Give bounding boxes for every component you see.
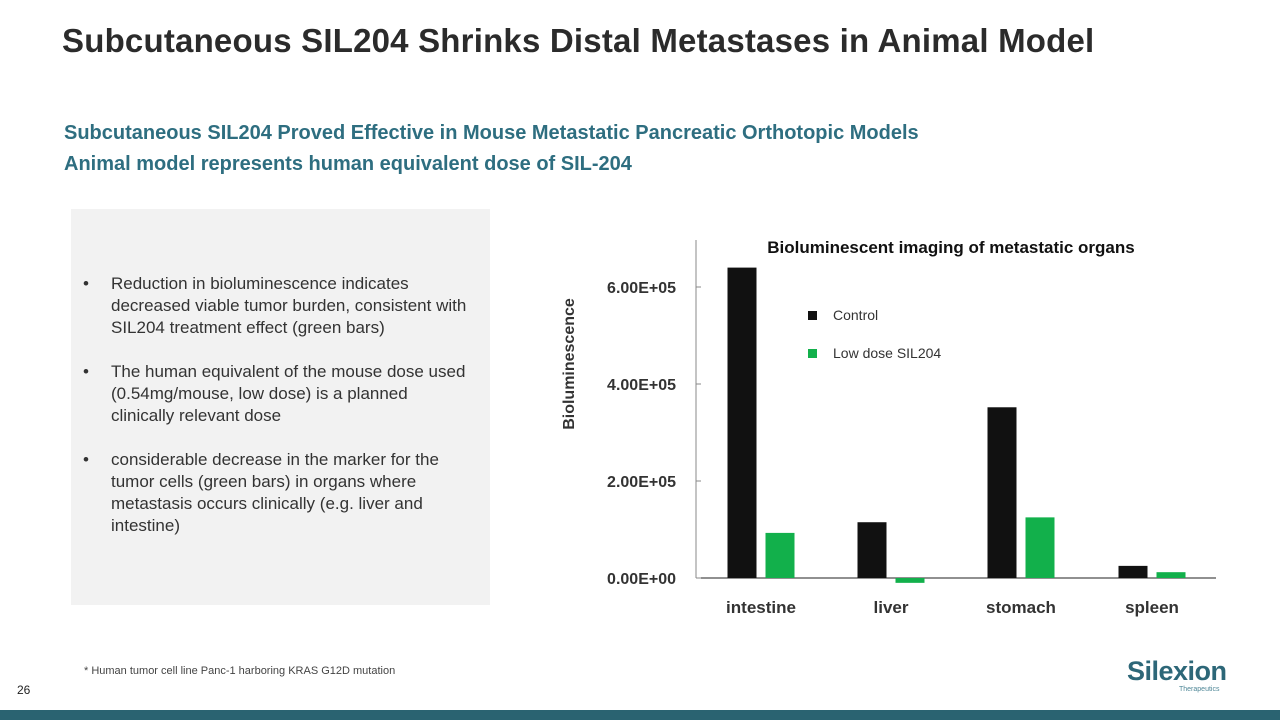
legend-swatch <box>808 311 817 320</box>
legend-swatch <box>808 349 817 358</box>
subtitle-primary: Subcutaneous SIL204 Proved Effective in … <box>64 122 919 144</box>
bar-control-intestine <box>727 267 757 578</box>
company-logo: Silexion Therapeutics <box>1127 656 1227 696</box>
slide-title: Subcutaneous SIL204 Shrinks Distal Metas… <box>62 22 1095 59</box>
bar-treated-liver <box>895 578 925 583</box>
bar-treated-stomach <box>1025 517 1055 578</box>
footnote: * Human tumor cell line Panc-1 harboring… <box>84 665 396 677</box>
y-tick-label: 4.00E+05 <box>607 377 676 394</box>
logo-tagline: Therapeutics <box>1179 686 1220 693</box>
page-number: 26 <box>17 683 31 697</box>
bar-control-liver <box>857 522 887 578</box>
findings-list: Reduction in bioluminescence indicates d… <box>83 273 475 559</box>
bar-control-stomach <box>987 407 1017 578</box>
y-tick-label: 6.00E+05 <box>607 280 676 297</box>
x-tick-label: spleen <box>1125 598 1179 617</box>
x-tick-label: intestine <box>726 598 796 617</box>
bar-control-spleen <box>1118 565 1148 578</box>
y-tick-label: 0.00E+00 <box>607 571 676 588</box>
chart-title: Bioluminescent imaging of metastatic org… <box>767 238 1134 257</box>
y-axis-label: Bioluminescence <box>561 298 578 430</box>
footer-bar <box>0 710 1280 720</box>
findings-panel: Reduction in bioluminescence indicates d… <box>71 209 490 605</box>
logo-wordmark: Silexion <box>1127 656 1227 686</box>
chart-svg: 0.00E+00 2.00E+05 4.00E+05 6.00E+05 Biolumin… <box>561 238 1216 617</box>
bar-treated-spleen <box>1156 572 1186 578</box>
legend-label: Control <box>833 307 878 323</box>
subtitle-secondary: Animal model represents human equivalent… <box>64 153 632 175</box>
bioluminescence-chart: 0.00E+00 2.00E+05 4.00E+05 6.00E+05 Biolumin… <box>540 225 1240 635</box>
bullet-item: Reduction in bioluminescence indicates d… <box>83 273 475 339</box>
y-tick-label: 2.00E+05 <box>607 474 676 491</box>
legend-label: Low dose SIL204 <box>833 345 941 361</box>
x-tick-label: liver <box>874 598 909 617</box>
bullet-item: The human equivalent of the mouse dose u… <box>83 361 475 427</box>
bullet-item: considerable decrease in the marker for … <box>83 449 475 537</box>
bar-treated-intestine <box>765 532 795 578</box>
x-tick-label: stomach <box>986 598 1056 617</box>
